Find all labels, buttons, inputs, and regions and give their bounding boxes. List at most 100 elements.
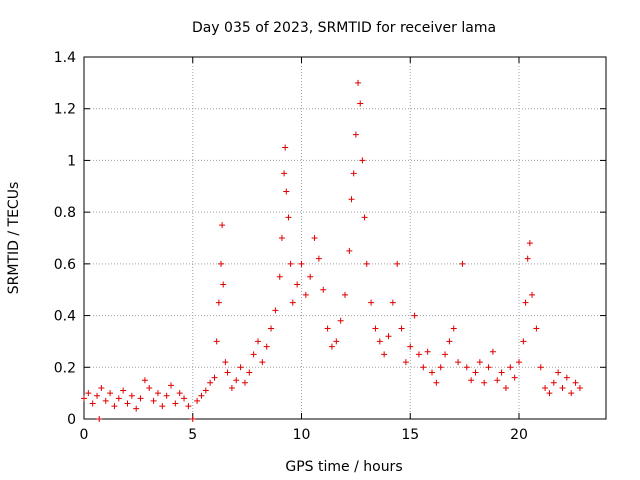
data-point <box>385 333 392 340</box>
data-point <box>555 369 562 376</box>
data-point <box>424 348 431 355</box>
data-point <box>124 400 131 407</box>
data-point <box>559 384 566 391</box>
data-point <box>111 403 118 410</box>
data-point <box>468 377 475 384</box>
data-point <box>494 377 501 384</box>
data-point <box>263 343 270 350</box>
data-point <box>526 240 533 247</box>
data-point <box>550 379 557 386</box>
data-point <box>381 351 388 358</box>
data-point <box>363 260 370 267</box>
data-point <box>376 338 383 345</box>
data-point <box>522 299 529 306</box>
data-point <box>250 351 257 358</box>
data-point <box>172 400 179 407</box>
data-point <box>355 79 362 86</box>
data-point <box>146 384 153 391</box>
data-point <box>407 343 414 350</box>
data-point <box>163 392 170 399</box>
data-point <box>228 384 235 391</box>
data-points <box>81 79 583 422</box>
data-point <box>120 387 127 394</box>
data-point <box>107 390 114 397</box>
data-point <box>498 369 505 376</box>
data-point <box>529 291 536 298</box>
data-point <box>287 260 294 267</box>
data-point <box>168 382 174 389</box>
data-point <box>333 338 340 345</box>
data-point <box>150 397 157 404</box>
data-point <box>350 170 357 177</box>
data-point <box>89 400 96 407</box>
data-point <box>181 395 188 402</box>
data-point <box>368 299 375 306</box>
x-tick-label: 20 <box>510 427 528 443</box>
data-point <box>576 384 583 391</box>
data-point <box>233 377 240 384</box>
data-point <box>237 364 244 371</box>
grid <box>84 57 606 419</box>
data-point <box>315 255 322 262</box>
x-tick-label: 0 <box>80 427 89 443</box>
data-point <box>394 260 401 267</box>
x-axis-label: GPS time / hours <box>285 459 402 475</box>
data-point <box>137 395 144 402</box>
data-point <box>402 359 409 366</box>
y-axis-label: SRMTID / TECUs <box>6 182 22 295</box>
data-point <box>222 359 229 366</box>
data-point <box>215 299 222 306</box>
data-point <box>429 369 435 376</box>
data-point <box>281 170 288 177</box>
data-point <box>289 299 296 306</box>
data-point <box>285 214 292 221</box>
data-point <box>437 364 444 371</box>
data-point <box>98 384 105 391</box>
data-point <box>311 235 318 241</box>
data-point <box>455 359 462 366</box>
data-point <box>202 387 209 394</box>
data-point <box>502 384 509 391</box>
data-point <box>213 338 220 345</box>
data-point <box>348 196 355 203</box>
data-point <box>337 317 344 324</box>
data-point <box>194 397 201 404</box>
data-point <box>346 247 353 254</box>
data-point <box>324 325 331 332</box>
data-point <box>415 351 422 358</box>
data-point <box>272 307 279 314</box>
data-point <box>372 325 379 332</box>
data-point <box>185 403 192 410</box>
data-point <box>389 299 396 306</box>
data-point <box>115 395 122 402</box>
x-tick-label: 10 <box>293 427 311 443</box>
data-point <box>361 214 368 221</box>
data-point <box>463 364 470 371</box>
data-point <box>572 379 579 386</box>
data-point <box>450 325 457 332</box>
data-point <box>218 260 225 267</box>
data-point <box>294 281 301 288</box>
data-point <box>542 384 549 391</box>
data-point <box>94 392 101 399</box>
data-point <box>298 260 305 267</box>
data-point <box>220 281 227 288</box>
data-point <box>276 273 283 280</box>
data-point <box>537 364 544 371</box>
data-point <box>516 359 522 366</box>
data-point <box>307 273 314 280</box>
data-point <box>268 325 275 332</box>
x-axis: 0 5 10 15 20 <box>80 57 528 443</box>
x-tick-label: 15 <box>401 427 419 443</box>
y-tick-label: 0.8 <box>54 205 76 221</box>
data-point <box>241 379 248 386</box>
data-point <box>198 392 205 399</box>
data-point <box>128 392 135 399</box>
data-point <box>102 397 109 404</box>
y-axis: 0 0.2 0.4 0.6 0.8 1 1.2 1.4 <box>54 50 606 428</box>
data-point <box>85 390 92 397</box>
data-point <box>189 416 196 422</box>
data-point <box>442 351 449 358</box>
data-point <box>328 343 335 350</box>
data-point <box>342 291 348 298</box>
